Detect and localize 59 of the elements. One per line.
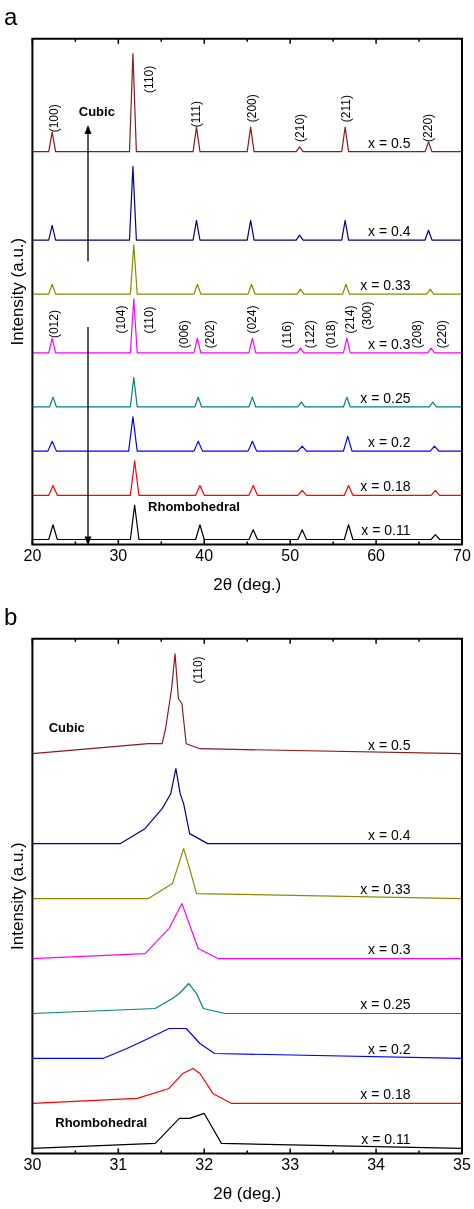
series-label: x = 0.11 <box>361 1131 411 1148</box>
annotation: (018) <box>323 320 338 349</box>
annotation: (024) <box>244 305 259 334</box>
annotation: (202) <box>203 320 218 349</box>
series-label: x = 0.4 <box>368 826 411 843</box>
x-tick-label: 40 <box>195 547 214 565</box>
x-tick-label: 33 <box>281 1156 300 1174</box>
x-axis-title: 2θ (deg.) <box>213 1184 282 1204</box>
annotation: (006) <box>176 320 191 349</box>
annotation: (110) <box>142 65 157 93</box>
annotation: (100) <box>47 104 62 133</box>
series-label: x = 0.25 <box>360 996 411 1013</box>
annotation: (220) <box>434 320 449 349</box>
series-label: x = 0.33 <box>360 276 411 293</box>
annotation: (300) <box>359 301 374 330</box>
annotation: (211) <box>339 95 354 123</box>
x-tick-label: 31 <box>109 1156 128 1174</box>
series-label: x = 0.5 <box>368 134 411 151</box>
series-label: x = 0.18 <box>360 478 411 495</box>
series-label: x = 0.18 <box>360 1086 411 1103</box>
annotation: (116) <box>279 321 294 349</box>
annotation: (012) <box>47 310 62 339</box>
series-label: x = 0.33 <box>360 881 411 898</box>
x-tick-label: 34 <box>367 1156 386 1174</box>
annotation: (214) <box>342 305 357 334</box>
x-tick-label: 50 <box>281 547 300 565</box>
annotation: Rhombohedral <box>55 1115 147 1131</box>
series-label: x = 0.11 <box>361 522 411 539</box>
annotation: (110) <box>190 656 205 684</box>
x-axis-title: 2θ (deg.) <box>213 575 282 595</box>
annotation: (122) <box>303 320 318 349</box>
annotation: Cubic <box>78 103 115 119</box>
x-tick-label: 35 <box>453 1156 471 1174</box>
annotation: (208) <box>410 320 425 349</box>
series-label: x = 0.2 <box>368 433 411 450</box>
annotation: (111) <box>188 101 203 128</box>
series-label: x = 0.5 <box>368 736 411 753</box>
annotation: (200) <box>244 94 259 123</box>
annotation: Rhombohedral <box>148 499 240 515</box>
annotation: (220) <box>420 113 435 142</box>
x-tick-label: 30 <box>23 1156 42 1174</box>
chart-title: a <box>4 3 18 31</box>
series-label: x = 0.3 <box>368 941 411 958</box>
series-label: x = 0.25 <box>360 389 411 406</box>
x-tick-label: 20 <box>23 547 42 565</box>
x-tick-label: 60 <box>367 547 386 565</box>
series-label: x = 0.2 <box>368 1041 411 1058</box>
x-tick-label: 70 <box>453 547 471 565</box>
x-tick-label: 32 <box>195 1156 214 1174</box>
y-axis-title: Intensity (a.u.) <box>7 237 27 346</box>
series-label: x = 0.4 <box>368 222 411 239</box>
annotation: (104) <box>114 305 129 334</box>
annotation: (210) <box>292 113 307 142</box>
x-tick-label: 30 <box>109 547 128 565</box>
y-axis-title: Intensity (a.u.) <box>7 842 27 950</box>
series-label: x = 0.3 <box>368 335 411 352</box>
annotation: (110) <box>142 306 157 334</box>
annotation: Cubic <box>48 720 85 736</box>
chart-title: b <box>4 603 18 631</box>
